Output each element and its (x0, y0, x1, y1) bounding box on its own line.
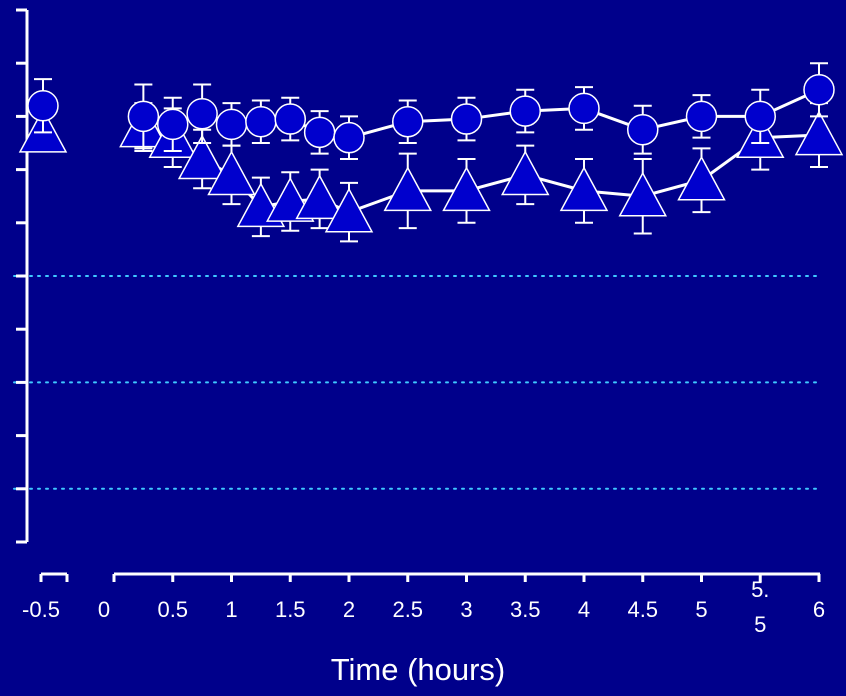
x-tick-label: 5 (695, 597, 707, 622)
data-point-triangle (618, 171, 668, 217)
data-point-circle (186, 97, 218, 130)
data-point-triangle (177, 134, 227, 180)
data-point-circle (127, 100, 160, 133)
data-point-triangle (324, 187, 374, 233)
data-point-circle (744, 100, 776, 133)
x-axis-label: Time (hours) (331, 652, 506, 687)
axes: -0.5 0 0.5 1 1.5 2 2.5 3 3.5 4 4.5 5 5. 5 6 (16, 8, 825, 637)
data-point-circle (568, 92, 600, 125)
x-tick-label: 1 (225, 597, 237, 622)
x-tick-label: 0 (98, 597, 110, 622)
x-tick-label: 5. 5 (751, 577, 769, 637)
x-tick-label: 3.5 (510, 597, 541, 622)
data-point-triangle (295, 174, 344, 220)
x-tick-label: 2.5 (392, 597, 423, 622)
data-point-triangle (500, 150, 550, 196)
x-tick-label: -0.5 (22, 597, 60, 622)
data-point-triangle (677, 155, 726, 201)
x-tick-label: 6 (813, 597, 825, 622)
data-point-circle (274, 103, 306, 135)
x-tick-label: 4.5 (627, 597, 658, 622)
x-tick-label: 4 (578, 597, 590, 622)
data-point-circle (509, 95, 541, 127)
data-point-triangle (383, 166, 433, 212)
data-point-triangle (442, 166, 491, 212)
series-circle (27, 62, 835, 160)
x-tick-label: 2 (343, 597, 355, 622)
data-point-circle (215, 108, 248, 141)
data-point-circle (303, 116, 336, 149)
data-point-circle (803, 74, 835, 106)
data-point-circle (27, 90, 59, 122)
x-tick-label: 0.5 (157, 597, 188, 622)
data-point-circle (392, 105, 424, 138)
data-point-circle (450, 103, 483, 135)
data-point-circle (245, 105, 277, 138)
series-layer (18, 62, 844, 243)
data-point-triangle (207, 150, 256, 196)
data-point-circle (627, 113, 659, 146)
data-point-circle (333, 121, 365, 154)
x-tick-label: 1.5 (275, 597, 306, 622)
data-point-triangle (559, 166, 609, 212)
data-point-circle (685, 100, 718, 133)
x-tick-label: 3 (460, 597, 472, 622)
data-point-circle (157, 108, 189, 141)
reference-lines (13, 275, 821, 490)
data-point-triangle (794, 110, 844, 156)
